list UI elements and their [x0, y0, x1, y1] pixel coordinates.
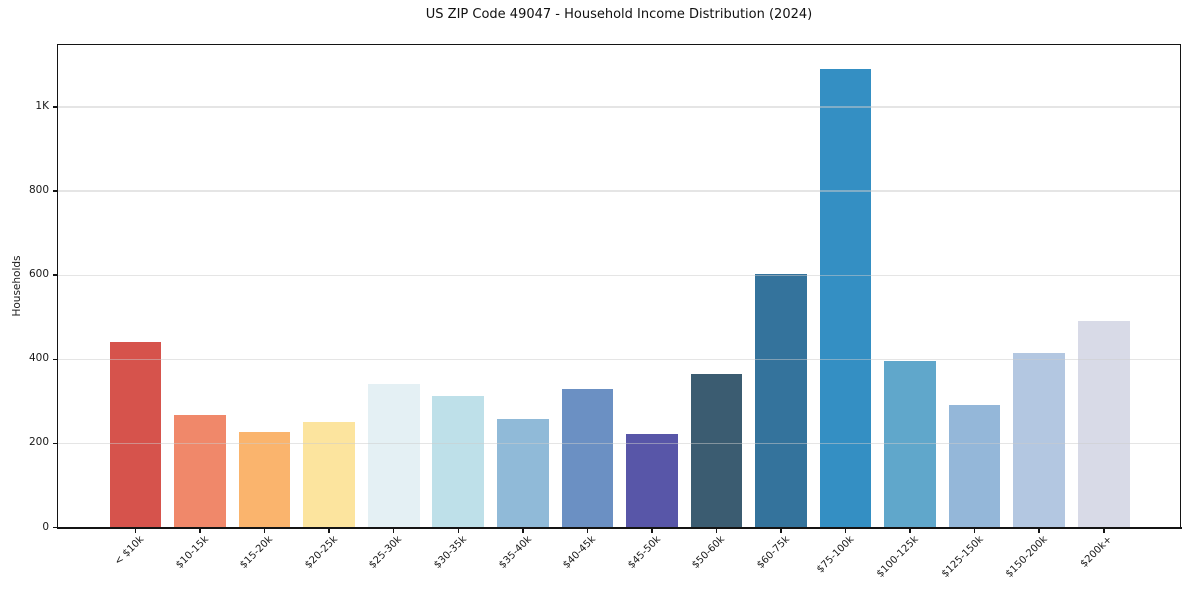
x-tick-mark: [263, 528, 266, 533]
x-tick-mark: [715, 528, 718, 533]
x-tick-label: $45-50k: [625, 534, 663, 571]
x-tick-mark: [457, 528, 459, 533]
bar: [1013, 353, 1066, 528]
x-tick-mark: [134, 528, 137, 533]
y-tick-mark: [52, 274, 57, 276]
gridline: [58, 274, 1180, 276]
bar: [303, 421, 355, 528]
x-tick-label: $10-15k: [173, 534, 211, 571]
x-tick-label: < $10k: [112, 534, 147, 568]
bar: [561, 389, 614, 528]
x-tick-mark: [973, 528, 976, 533]
x-tick-label: $35-40k: [496, 534, 534, 571]
x-tick-label: $75-100k: [814, 534, 857, 576]
bar: [819, 69, 872, 528]
bar: [238, 432, 291, 528]
bar: [690, 374, 743, 528]
x-tick-label: $200k+: [1078, 534, 1115, 570]
y-tick-mark: [52, 442, 57, 445]
x-tick-label: $150-200k: [1004, 534, 1050, 580]
x-tick-mark: [651, 528, 653, 533]
x-tick-label: $125-150k: [939, 534, 986, 580]
y-tick-label: 0: [42, 520, 49, 533]
x-tick-mark: [522, 528, 524, 533]
x-tick-mark: [1038, 528, 1040, 533]
gridline: [58, 106, 1180, 108]
y-tick-mark: [52, 190, 57, 192]
gridline: [58, 190, 1180, 192]
bar: [367, 383, 420, 528]
x-tick-mark: [844, 528, 847, 533]
y-tick-mark: [52, 526, 57, 529]
gridline: [58, 442, 1180, 444]
x-tick-mark: [586, 528, 589, 533]
bar: [432, 396, 485, 528]
bar: [109, 342, 162, 528]
x-tick-label: $25-30k: [367, 534, 405, 571]
x-tick-label: $60-75k: [754, 534, 792, 571]
x-tick-label: $20-25k: [303, 534, 340, 571]
y-tick-mark: [52, 358, 57, 361]
x-tick-mark: [328, 528, 330, 533]
bar: [174, 415, 226, 528]
y-tick-label: 400: [28, 352, 49, 365]
y-tick-label: 200: [28, 436, 49, 449]
bar: [626, 434, 678, 528]
x-tick-mark: [1103, 528, 1105, 533]
x-tick-label: $15-20k: [238, 534, 276, 571]
x-tick-label: $30-35k: [432, 534, 470, 571]
x-axis-spine: [56, 526, 1182, 529]
x-tick-mark: [909, 528, 911, 533]
x-tick-mark: [392, 528, 395, 533]
y-tick-label: 800: [28, 184, 49, 197]
bar: [1077, 320, 1130, 528]
bar: [948, 405, 1001, 528]
bar: [496, 419, 549, 528]
x-tick-mark: [780, 528, 782, 533]
x-tick-label: $50-60k: [690, 534, 728, 571]
x-tick-label: $40-45k: [561, 534, 599, 571]
y-tick-label: 1K: [35, 99, 49, 112]
x-tick-mark: [199, 528, 201, 533]
bar: [755, 273, 807, 528]
y-tick-mark: [52, 106, 57, 108]
chart-title: US ZIP Code 49047 - Household Income Dis…: [425, 7, 813, 22]
x-tick-label: $100-125k: [874, 534, 921, 580]
y-axis-label: Households: [11, 255, 23, 317]
bar: [884, 360, 936, 528]
gridline: [58, 358, 1180, 360]
y-tick-label: 600: [28, 268, 49, 281]
